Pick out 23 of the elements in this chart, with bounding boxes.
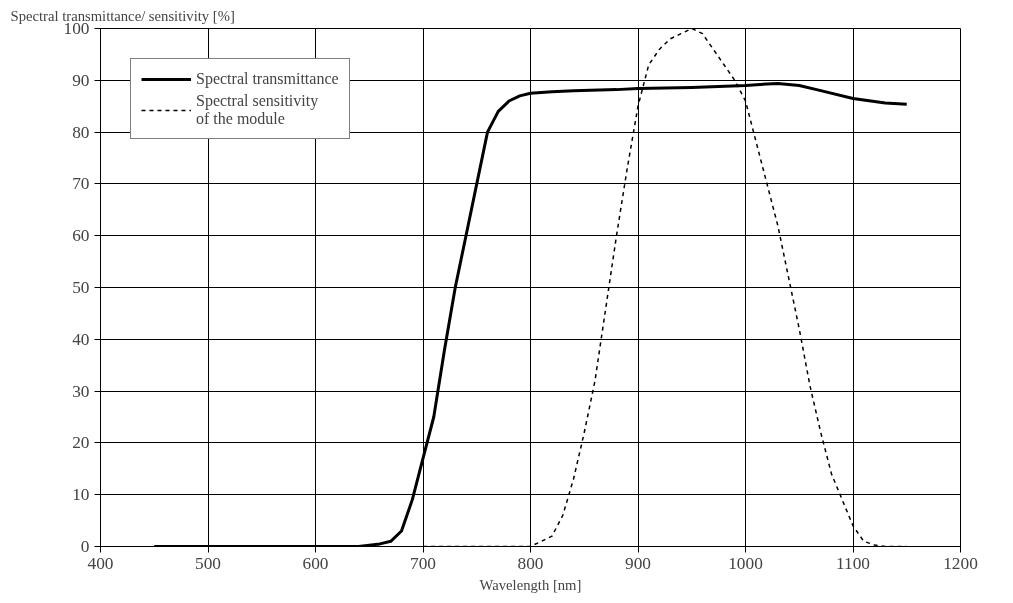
y-axis-title: Spectral transmittance/ sensitivity [%] <box>10 7 235 24</box>
y-tick-label: 10 <box>72 485 90 505</box>
x-tick-label: 1000 <box>728 553 763 573</box>
x-tick-label: 500 <box>195 553 221 573</box>
y-tick-label: 40 <box>72 329 90 349</box>
x-tick-label: 400 <box>87 553 114 573</box>
y-tick-label: 50 <box>72 278 90 297</box>
y-tick-label: 60 <box>72 226 90 246</box>
y-tick-label: 30 <box>72 381 90 401</box>
legend-label: Spectral sensitivity of the module <box>196 92 319 128</box>
y-tick-label: 20 <box>72 433 90 453</box>
x-tick-label: 900 <box>625 553 651 573</box>
y-tick-label: 70 <box>72 174 90 194</box>
x-tick-label: 1100 <box>835 553 871 573</box>
x-tick-label: 1200 <box>943 553 978 573</box>
legend-label: Spectral transmittance <box>196 70 339 88</box>
x-tick-label: 600 <box>302 553 329 573</box>
y-tick-label: 0 <box>80 537 90 556</box>
x-tick-label: 800 <box>517 553 544 573</box>
y-tick-label: 90 <box>72 70 90 90</box>
x-tick-label: 700 <box>410 553 436 573</box>
x-axis-title: Wavelength [nm] <box>479 576 582 593</box>
y-tick-label: 80 <box>72 122 90 142</box>
